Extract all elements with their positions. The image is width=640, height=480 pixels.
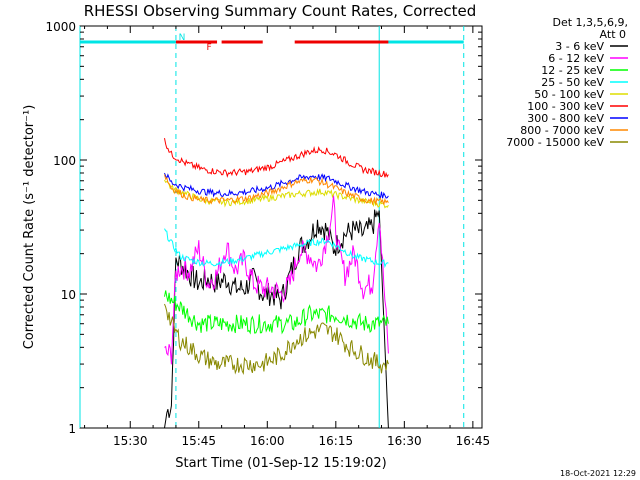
series-line-800-7000kev — [164, 174, 389, 206]
generation-timestamp: 18-Oct-2021 12:29 — [560, 469, 636, 478]
series-line-300-800kev — [164, 172, 389, 200]
y-tick-label: 100 — [53, 154, 76, 168]
flag-f-label: F — [206, 43, 211, 53]
y-tick-label: 1000 — [45, 20, 76, 34]
y-tick-label: 10 — [61, 288, 76, 302]
flag-n-label: N — [179, 33, 186, 43]
y-tick-label: 1 — [68, 422, 76, 436]
flag-bars: NF — [80, 33, 464, 53]
y-axis: 1 10 100 1000 — [45, 20, 482, 436]
series-line-12-25kev — [164, 290, 389, 335]
legend-detectors: Det 1,3,5,6,9, — [552, 16, 628, 29]
legend-entry-label: 300 - 800 keV — [527, 112, 604, 125]
series-line-7000-15000kev — [164, 303, 389, 375]
x-axis-label: Start Time (01-Sep-12 15:19:02) — [175, 456, 386, 471]
y-axis-label: Corrected Count Rate (s⁻¹ detector⁻¹) — [22, 105, 37, 350]
x-axis: 15:30 15:45 16:00 16:15 16:30 16:45 — [84, 26, 491, 448]
series-line-100-300kev — [164, 138, 389, 178]
series-line-6-12kev — [164, 195, 389, 365]
series-line-50-100kev — [164, 179, 389, 209]
legend-entry-label: 50 - 100 keV — [534, 88, 604, 101]
x-tick-label: 15:45 — [181, 434, 216, 448]
legend-entry-label: 3 - 6 keV — [555, 40, 604, 53]
plot-frame — [79, 25, 483, 429]
x-tick-label: 16:15 — [319, 434, 354, 448]
x-tick-label: 16:30 — [387, 434, 422, 448]
series-lines — [164, 138, 389, 429]
legend-entry-label: 25 - 50 keV — [541, 76, 604, 89]
series-line-25-50kev — [164, 228, 389, 269]
legend-entry-label: 7000 - 15000 keV — [506, 136, 604, 149]
legend-entry-label: 100 - 300 keV — [527, 100, 604, 113]
legend-entry-label: 12 - 25 keV — [541, 64, 604, 77]
vertical-markers — [79, 26, 465, 428]
x-tick-label: 16:00 — [250, 434, 285, 448]
x-tick-label: 15:30 — [113, 434, 148, 448]
x-tick-label: 16:45 — [456, 434, 491, 448]
series-line-3-6kev — [164, 209, 389, 429]
legend-entry-label: 800 - 7000 keV — [520, 124, 604, 137]
legend-entry-label: 6 - 12 keV — [548, 52, 604, 65]
legend-attenuator: Att 0 — [600, 28, 626, 41]
chart-title: RHESSI Observing Summary Count Rates, Co… — [84, 2, 477, 20]
